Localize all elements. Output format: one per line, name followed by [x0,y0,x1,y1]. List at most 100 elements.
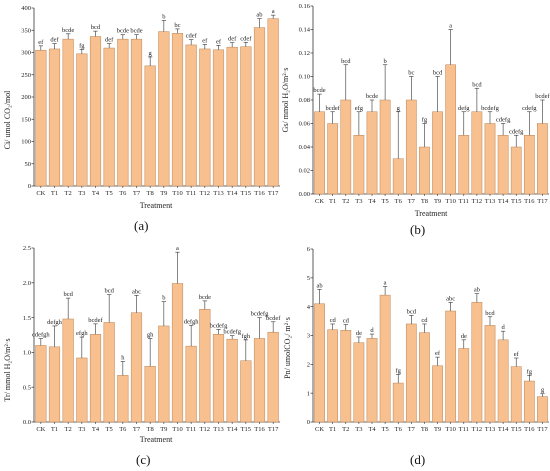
panel-d-bar [510,366,522,423]
panel-d-bar [432,365,443,423]
panel-a-bar [267,18,279,187]
panel-b-bar [445,64,457,195]
panel-a-significance-label: def [228,36,237,43]
panel-d: Pn/ umolCO₂/ m²·s (d) 0 1 2 3 4 5 6 ab CK cd T1 cd T… [283,246,549,467]
panel-c-bar [185,345,197,423]
panel-c-bar [199,308,211,423]
panel-c-xlabel: Treatment [140,435,173,444]
panel-a-significance-label: a [272,8,275,15]
panel-a-significance-label: fg [79,42,85,49]
panel-a-bar [144,65,156,187]
panel-d-significance-label: fg [396,367,402,374]
panel-b-significance-label: bcd [472,81,482,88]
panel-d-significance-label: d [370,327,374,334]
panel-b-xtick-label: T16 [524,198,535,205]
panel-a-xtick-label: T3 [78,190,85,197]
panel-d-bar [419,332,430,423]
panel-b-ytick-label: 0.14 [299,27,311,34]
panel-d-significance-label: ab [316,282,322,289]
panel-a-ytick-label: 0 [28,183,31,190]
panel-b-xtick-label: T15 [511,198,521,205]
panel-d-significance-label: abc [446,295,455,302]
panel-c-xtick-label: T10 [172,426,182,433]
panel-b-ylabel: Gs/ mmol H₂O/m²·s [281,68,290,133]
panel-a-xtick-label: T11 [186,190,196,197]
panel-c-xtick-label: T12 [200,426,210,433]
panel-c-xtick-label: T11 [186,426,196,433]
panel-d-xtick-label: CK [315,426,324,433]
panel-c-label: (c) [136,452,150,467]
panel-c-xtick-label: T6 [119,426,127,433]
panel-a-ytick-label: 350 [21,27,31,34]
panel-a-significance-label: b [162,13,165,20]
panel-b-xtick-label: T7 [408,198,416,205]
panel-d-xtick-label: T4 [368,426,376,433]
panel-b-significance-label: a [449,23,452,30]
panel-d-xtick-label: T12 [472,426,482,433]
panel-b-significance-label: efg [355,105,364,112]
panel-a-xtick-label: T6 [119,190,127,197]
panel-d-significance-label: ef [514,351,520,358]
panel-a-significance-label: bcde [117,28,129,35]
panel-c-significance-label: gh [147,331,154,338]
panel-d-significance-label: d [501,324,505,331]
panel-b-bar [471,111,483,195]
panel-c-significance-label: b [162,295,165,302]
panel-a-bar [76,53,88,187]
panel-b-xtick-label: T8 [421,198,428,205]
panel-b-xtick-label: T5 [381,198,388,205]
panel-c-bar [103,322,115,423]
panel-d-xtick-label: T9 [434,426,441,433]
panel-c-bar [117,375,129,423]
panel-c-bar [144,366,156,423]
panel-b-significance-label: bcde [366,93,378,100]
panel-a-bar [48,48,61,187]
panel-a-significance-label: bcde [130,28,142,35]
panel-c-xtick-label: T9 [160,426,167,433]
panel-b-bar [537,123,548,195]
panel-b-bar [432,111,443,195]
panel-c-ylabel: Tr/ mmol H₂O/m²·s [3,338,12,401]
panel-c-xtick-label: CK [36,426,45,433]
panel-a-xtick-label: T12 [200,190,210,197]
panel-b-bar [366,111,378,195]
panel-c-xtick-label: T16 [254,426,265,433]
panel-d-bar [314,303,325,423]
panel-b-ytick-label: 0.02 [299,168,310,175]
panel-b-xtick-label: T6 [395,198,403,205]
panel-a-xtick-label: T10 [172,190,182,197]
panel-a-xtick-label: CK [36,190,45,197]
panel-c-bar [240,360,252,423]
panel-a-xtick-label: T4 [92,190,100,197]
panel-d-significance-label: ab [474,287,480,294]
panel-a-significance-label: ab [256,12,262,19]
panel-b-ytick-label: 0.06 [299,121,311,128]
panel-a-bar [185,44,197,187]
panel-d-xtick-label: T10 [445,426,455,433]
panel-d-ytick-label: 3 [307,333,310,340]
panel-d-significance-label: bcd [407,308,417,315]
panel-d-xtick-label: T13 [485,426,495,433]
panel-b-significance-label: b [383,58,386,65]
panel-b-significance-label: bcde [313,87,325,94]
panel-a-bar [130,38,143,187]
panel-d-ytick-label: 6 [307,246,311,253]
panel-c-xtick-label: T4 [92,426,100,433]
panel-d-xtick-label: T2 [342,426,349,433]
panel-c-bar [171,283,184,423]
panel-a-bar [226,46,238,187]
panel-c-bar [130,312,143,423]
panel-b-ytick-label: 0.04 [299,144,311,151]
panel-b-bar [497,135,509,195]
panel-d-label: (d) [410,452,425,467]
panel-d-bar [405,323,417,423]
panel-a-bar [89,36,102,187]
panel-b-bar [314,111,325,195]
panel-a-significance-label: def [50,37,59,44]
panel-d-significance-label: de [461,333,467,340]
panel-a-xlabel: Treatment [140,201,173,210]
panel-c-ytick-label: 1.0 [23,350,31,357]
panel-b-xtick-label: T10 [445,198,455,205]
panel-c-significance-label: efgh [76,330,88,337]
panel-a-xtick-label: T8 [147,190,154,197]
